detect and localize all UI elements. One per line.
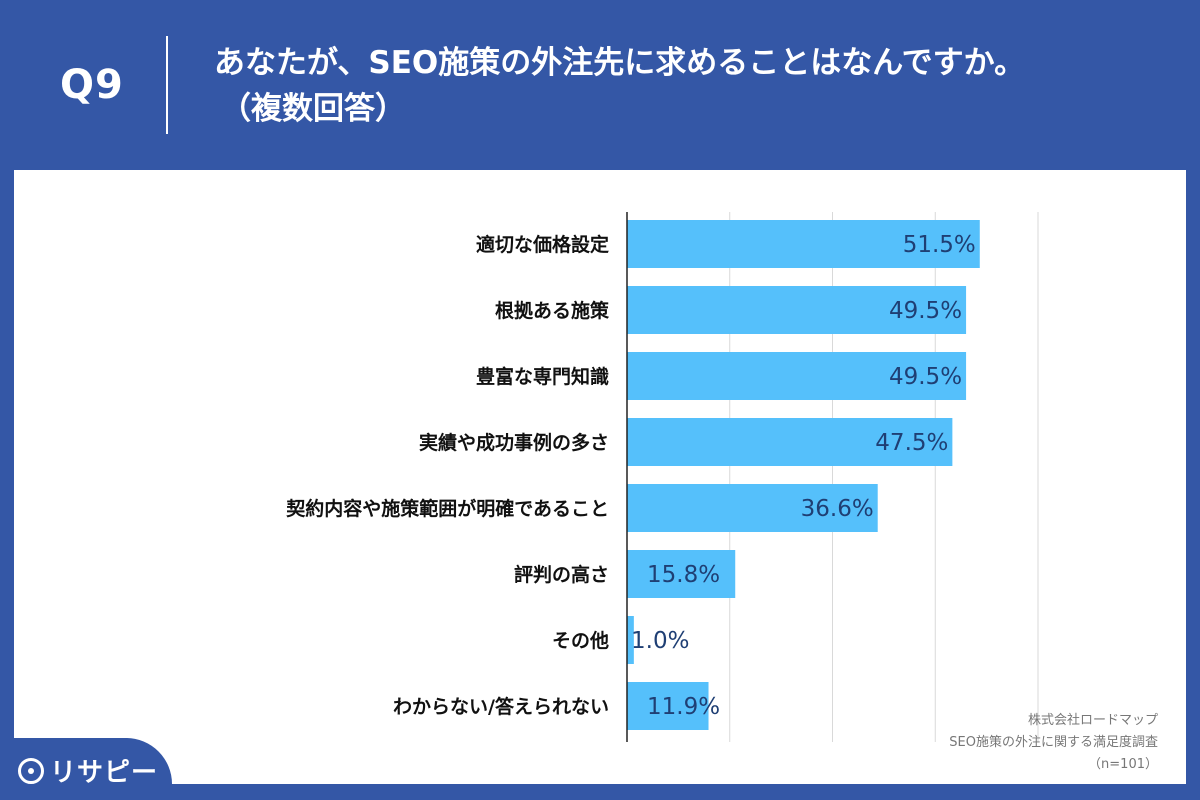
category-label: 根拠ある施策 xyxy=(495,299,610,322)
header-divider xyxy=(166,36,168,134)
category-label: 契約内容や施策範囲が明確であること xyxy=(285,497,609,520)
chart-panel: 適切な価格設定 51.5% 根拠ある施策 49.5% 豊富な専門知識 49.5% 実績や成功… xyxy=(14,170,1186,784)
bar-chart: 適切な価格設定 51.5% 根拠ある施策 49.5% 豊富な専門知識 49.5% 実績や成功… xyxy=(285,212,1039,742)
source-note: 株式会社ロードマップ SEO施策の外注に関する満足度調査 （n=101） xyxy=(949,710,1158,776)
source-survey: SEO施策の外注に関する満足度調査 xyxy=(949,735,1158,750)
category-label: その他 xyxy=(552,629,609,652)
bar-1 xyxy=(627,220,980,268)
bar-4 xyxy=(627,418,953,466)
bar-6 xyxy=(627,550,736,598)
value-label: 51.5% xyxy=(903,232,976,258)
bar-2 xyxy=(627,286,967,334)
question-number: Q9 xyxy=(60,62,124,108)
question-title-line2: （複数回答） xyxy=(220,91,406,127)
value-label: 49.5% xyxy=(889,298,962,324)
brand-logo: リサピー xyxy=(18,752,158,789)
category-label: わからない/答えられない xyxy=(393,695,609,718)
value-label: 1.0% xyxy=(631,628,689,654)
category-label: 適切な価格設定 xyxy=(476,233,609,256)
pin-circle-icon xyxy=(18,757,44,784)
value-label: 36.6% xyxy=(801,496,874,522)
bar-7 xyxy=(627,616,634,664)
bar-3 xyxy=(627,352,967,400)
bar-5 xyxy=(627,484,878,532)
source-company: 株式会社ロードマップ xyxy=(1027,713,1158,728)
source-sample-size: （n=101） xyxy=(1088,757,1158,772)
category-label: 評判の高さ xyxy=(514,563,609,586)
value-label: 15.8% xyxy=(647,562,720,588)
value-label: 47.5% xyxy=(875,430,948,456)
question-title-line1: あなたが、SEO施策の外注先に求めることはなんですか。 xyxy=(214,45,1026,81)
category-label: 豊富な専門知識 xyxy=(476,365,609,388)
category-label: 実績や成功事例の多さ xyxy=(419,431,609,454)
value-label: 49.5% xyxy=(889,364,962,390)
header: Q9 あなたが、SEO施策の外注先に求めることはなんですか。 （複数回答） xyxy=(0,0,1200,168)
value-label: 11.9% xyxy=(647,694,720,720)
bar-8 xyxy=(627,682,709,730)
question-title: あなたが、SEO施策の外注先に求めることはなんですか。 （複数回答） xyxy=(214,40,1174,132)
logo-text: リサピー xyxy=(50,758,159,788)
